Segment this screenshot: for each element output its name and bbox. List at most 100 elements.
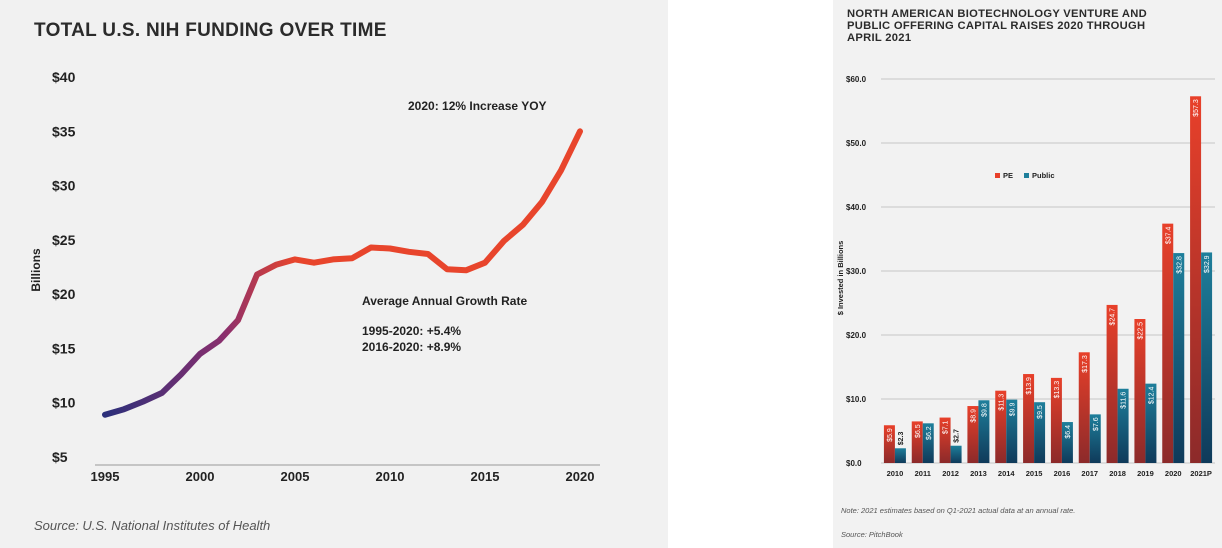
data-label-public: $32.8 [1176, 256, 1183, 274]
annotation-growth-line: 2016-2020: +8.9% [362, 340, 461, 354]
legend-label-pe: PE [1003, 171, 1013, 180]
x-tick-label: 2016 [1054, 469, 1071, 478]
data-label-pe: $11.3 [998, 394, 1005, 411]
y-tick-label: $40.0 [846, 203, 867, 212]
bar-pe [1162, 223, 1174, 463]
y-tick-label: $35 [52, 123, 76, 139]
data-label-pe: $57.3 [1193, 99, 1200, 117]
legend-swatch-pe [995, 173, 1000, 178]
x-tick-label: 2010 [376, 469, 405, 484]
x-tick-label: 2011 [915, 469, 931, 478]
x-tick-label: 2014 [998, 469, 1016, 478]
y-tick-label: $20 [52, 286, 76, 302]
bar-public [1201, 252, 1213, 463]
bar-public [894, 448, 906, 463]
data-label-public: $9.8 [981, 403, 988, 417]
annotation-increase: 2020: 12% Increase YOY [408, 99, 547, 113]
bar-public [1173, 253, 1185, 463]
data-label-pe: $13.9 [1026, 377, 1033, 395]
bar-public [1061, 422, 1073, 463]
bar-public [978, 400, 990, 463]
data-label-public: $9.9 [1009, 403, 1016, 417]
x-tick-label: 2020 [566, 469, 595, 484]
chart-source: Source: U.S. National Institutes of Heal… [34, 518, 271, 533]
bar-pe [1134, 319, 1146, 463]
x-tick-label: 2019 [1137, 469, 1154, 478]
y-tick-label: $10 [52, 395, 76, 411]
data-label-pe: $8.9 [970, 409, 977, 423]
legend-swatch-public [1024, 173, 1029, 178]
data-label-public: $2.3 [898, 432, 905, 446]
y-tick-label: $40 [52, 69, 76, 85]
data-label-public: $2.7 [954, 429, 961, 443]
data-label-pe: $24.7 [1110, 308, 1117, 326]
x-tick-label: 2013 [970, 469, 987, 478]
bar-pe [1023, 374, 1035, 463]
nih-funding-line-chart: $5 $10 $15 $20 $25 $30 $35 $40 1995 2000 2005 2010 2… [29, 69, 600, 484]
x-tick-label: 1995 [91, 469, 120, 484]
data-label-pe: $37.4 [1165, 227, 1172, 245]
x-tick-label: 2017 [1081, 469, 1098, 478]
data-label-pe: $7.1 [943, 420, 950, 434]
bar-public [1006, 399, 1018, 463]
bar-public [922, 423, 934, 463]
y-tick-label: $0.0 [846, 459, 862, 468]
y-tick-label: $20.0 [846, 331, 867, 340]
bar-public [1145, 383, 1157, 463]
x-tick-label: 2015 [1026, 469, 1043, 478]
data-label-public: $6.4 [1065, 425, 1072, 439]
x-tick-label: 2020 [1165, 469, 1182, 478]
y-tick-label: $5 [52, 449, 68, 465]
bar-public [1034, 402, 1046, 463]
data-label-public: $11.6 [1121, 392, 1128, 409]
bar-pe [911, 421, 923, 463]
bar-pe [995, 390, 1007, 463]
y-axis-label: Billions [29, 248, 43, 292]
bar-pe [1050, 377, 1062, 463]
bar-pe [967, 406, 979, 463]
x-tick-label: 2005 [281, 469, 310, 484]
data-label-public: $12.4 [1148, 387, 1155, 405]
y-tick-label: $30 [52, 178, 76, 194]
y-tick-label: $10.0 [846, 395, 867, 404]
y-tick-label: $50.0 [846, 139, 867, 148]
x-tick-label: 2021P [1190, 469, 1212, 478]
funding-line [102, 128, 583, 418]
bar-pe [1190, 96, 1202, 463]
x-tick-label: 2015 [471, 469, 500, 484]
bar-pe [939, 417, 951, 463]
bar-pe [1106, 304, 1118, 463]
x-tick-label: 2010 [887, 469, 904, 478]
y-tick-label: $30.0 [846, 267, 867, 276]
data-label-public: $9.5 [1037, 405, 1044, 419]
chart-source: Source: PitchBook [841, 530, 903, 539]
data-label-pe: $22.5 [1137, 322, 1144, 340]
chart-note: Note: 2021 estimates based on Q1-2021 ac… [841, 506, 1076, 515]
bar-public [1089, 414, 1101, 463]
bar-pe [883, 425, 895, 463]
data-label-public: $6.2 [926, 426, 933, 440]
data-label-pe: $13.3 [1054, 381, 1061, 399]
bar-pe [1078, 352, 1090, 463]
bar-public [950, 445, 962, 463]
x-tick-label: 2000 [186, 469, 215, 484]
chart-title: TOTAL U.S. NIH FUNDING OVER TIME [34, 20, 387, 41]
y-tick-label: $60.0 [846, 75, 867, 84]
data-label-pe: $5.9 [887, 428, 894, 442]
y-axis-label: $ Invested in Billions [836, 241, 845, 316]
x-tick-label: 2018 [1109, 469, 1126, 478]
data-label-pe: $6.5 [915, 424, 922, 438]
y-tick-label: $25 [52, 232, 76, 248]
bar-public [1117, 388, 1129, 463]
biotech-capital-bar-chart: $0.0 $10.0 $20.0 $30.0 $40.0 $50.0 $60.0 $ Inve… [836, 75, 1215, 478]
data-label-public: $7.6 [1093, 417, 1100, 431]
data-label-public: $32.9 [1204, 255, 1211, 273]
annotation-growth-line: 1995-2020: +5.4% [362, 324, 461, 338]
y-tick-label: $15 [52, 340, 76, 356]
data-label-pe: $17.3 [1082, 355, 1089, 373]
legend-label-public: Public [1032, 171, 1055, 180]
biotech-capital-chart-panel: NORTH AMERICAN BIOTECHNOLOGY VENTURE AND… [833, 0, 1222, 548]
nih-funding-chart-panel: TOTAL U.S. NIH FUNDING OVER TIME $5 $10 $1… [0, 0, 668, 548]
chart-title: NORTH AMERICAN BIOTECHNOLOGY VENTURE AND… [847, 8, 1147, 44]
x-tick-label: 2012 [942, 469, 959, 478]
